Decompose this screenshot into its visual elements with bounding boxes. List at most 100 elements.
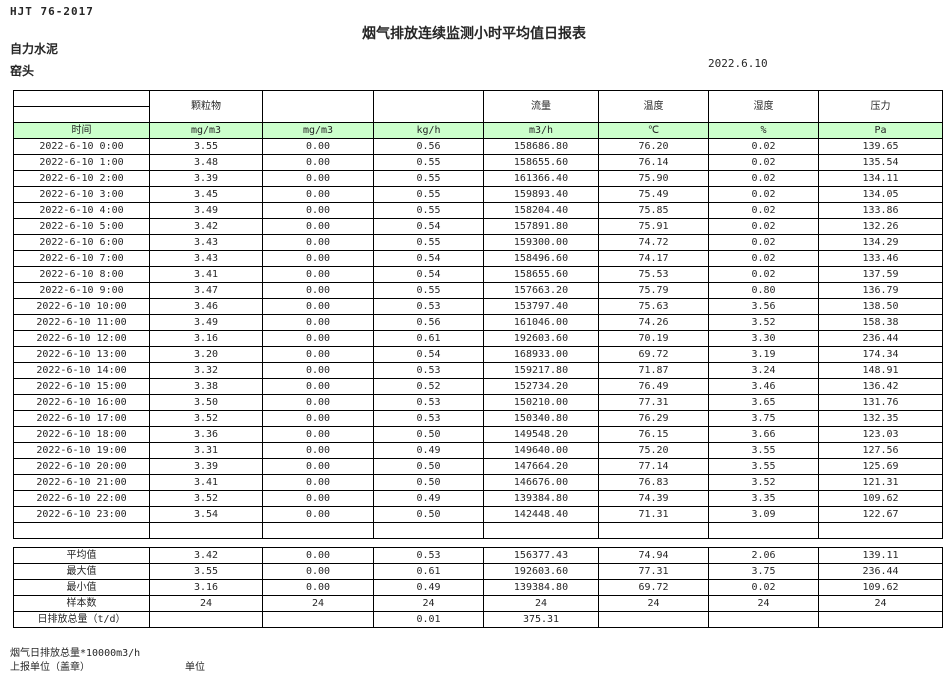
cell-humidity: 3.19 [708,346,819,363]
cell-kgh: 0.55 [373,170,484,187]
cell-flow: 158204.40 [483,202,599,219]
cell-pm-mgm3: 3.46 [149,298,263,315]
cell-temperature: 76.29 [598,410,709,427]
cell-flow: 158496.60 [483,250,599,267]
cell-time: 2022-6-10 22:00 [13,490,150,507]
cell-time: 2022-6-10 19:00 [13,442,150,459]
table-row: 2022-6-10 15:00 3.38 0.00 0.52 152734.20 76.4… [13,378,943,395]
cell-pressure: 236.44 [818,330,943,347]
cell-mgm3: 0.00 [262,250,374,267]
cell-kgh: 0.55 [373,202,484,219]
cell-pm-mgm3: 3.45 [149,186,263,203]
cell-mgm3: 0.00 [262,506,374,523]
cell-kgh: 0.49 [373,579,484,596]
cell-humidity: 3.30 [708,330,819,347]
cell-temperature: 76.83 [598,474,709,491]
cell-pressure: 109.62 [818,490,943,507]
summary-rows: 平均值 3.42 0.00 0.53 156377.43 74.94 2.06 139.11 最… [13,547,943,628]
cell-mgm3: 0.00 [262,298,374,315]
cell-pressure: 132.35 [818,410,943,427]
report-title: 烟气排放连续监测小时平均值日报表 [362,26,586,42]
table-row: 2022-6-10 8:00 3.41 0.00 0.54 158655.60 75.53… [13,266,943,283]
cell-time: 2022-6-10 1:00 [13,154,150,171]
cell-kgh: 0.55 [373,154,484,171]
cell-temperature: 74.17 [598,250,709,267]
cell-pm-mgm3: 3.32 [149,362,263,379]
cell-flow: 159893.40 [483,186,599,203]
cell-pressure: 125.69 [818,458,943,475]
cell-pm-mgm3: 3.49 [149,314,263,331]
column-group-blank-1 [262,90,374,123]
cell-pm-mgm3: 3.43 [149,234,263,251]
cell-humidity: 0.02 [708,218,819,235]
cell-humidity: 0.02 [708,202,819,219]
cell-time: 2022-6-10 15:00 [13,378,150,395]
cell-flow: 142448.40 [483,506,599,523]
cell-pm-mgm3: 3.54 [149,506,263,523]
table-row: 2022-6-10 16:00 3.50 0.00 0.53 150210.00 77.3… [13,394,943,411]
cell-time: 2022-6-10 23:00 [13,506,150,523]
cell-mgm3: 0.00 [262,378,374,395]
cell-mgm3: 0.00 [262,282,374,299]
cell-pressure: 134.05 [818,186,943,203]
table-row: 2022-6-10 13:00 3.20 0.00 0.54 168933.00 69.7… [13,346,943,363]
cell-temperature: 76.20 [598,138,709,155]
cell-temperature: 75.79 [598,282,709,299]
column-group-humidity: 湿度 [708,90,819,123]
cell-pressure: 123.03 [818,426,943,443]
cell-mgm3: 0.00 [262,579,374,596]
cell-kgh: 0.53 [373,410,484,427]
cell-flow: 161046.00 [483,314,599,331]
cell-flow: 150210.00 [483,394,599,411]
cell-flow: 153797.40 [483,298,599,315]
footer-note: 烟气日排放总量*10000m3/h [10,648,141,659]
column-unit-kgh: kg/h [373,122,484,139]
column-group-pressure: 压力 [818,90,943,123]
cell-pressure [818,611,943,628]
cell-pm-mgm3: 3.41 [149,474,263,491]
cell-flow: 149640.00 [483,442,599,459]
cell-pm-mgm3: 24 [149,595,263,612]
cell-temperature: 74.72 [598,234,709,251]
table-row: 2022-6-10 9:00 3.47 0.00 0.55 157663.20 75.79… [13,282,943,299]
cell-kgh: 0.50 [373,506,484,523]
cell-pm-mgm3: 3.42 [149,218,263,235]
cell-humidity: 3.65 [708,394,819,411]
cell-humidity: 3.09 [708,506,819,523]
cell-mgm3: 0.00 [262,458,374,475]
cell-empty [708,522,819,539]
cell-empty [373,522,484,539]
cell-mgm3: 0.00 [262,170,374,187]
cell-humidity: 0.02 [708,138,819,155]
header-blank-top-cell [13,90,150,107]
cell-pressure: 24 [818,595,943,612]
cell-kgh: 0.50 [373,458,484,475]
cell-mgm3: 0.00 [262,442,374,459]
cell-time: 2022-6-10 10:00 [13,298,150,315]
cell-time: 2022-6-10 4:00 [13,202,150,219]
cell-kgh: 0.61 [373,330,484,347]
cell-kgh: 0.54 [373,218,484,235]
cell-mgm3: 0.00 [262,186,374,203]
cell-flow: 156377.43 [483,547,599,564]
cell-time: 2022-6-10 5:00 [13,218,150,235]
cell-humidity: 0.80 [708,282,819,299]
cell-humidity: 3.66 [708,426,819,443]
cell-temperature: 74.26 [598,314,709,331]
cell-kgh: 0.61 [373,563,484,580]
summary-label: 日排放总量（t/d） [13,611,150,628]
cell-pressure: 139.11 [818,547,943,564]
cell-pressure: 134.11 [818,170,943,187]
cell-kgh: 0.56 [373,138,484,155]
cell-pressure: 134.29 [818,234,943,251]
cell-humidity [708,611,819,628]
cell-pressure: 121.31 [818,474,943,491]
cell-humidity: 3.24 [708,362,819,379]
table-row: 2022-6-10 14:00 3.32 0.00 0.53 159217.80 71.8… [13,362,943,379]
summary-label: 最大值 [13,563,150,580]
cell-time: 2022-6-10 16:00 [13,394,150,411]
cell-humidity: 2.06 [708,547,819,564]
cell-temperature: 70.19 [598,330,709,347]
cell-time: 2022-6-10 14:00 [13,362,150,379]
